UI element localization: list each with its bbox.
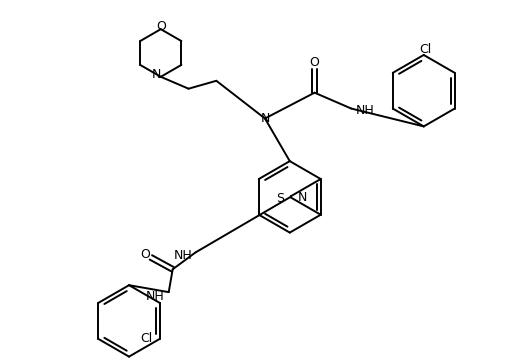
Text: O: O — [309, 57, 319, 69]
Text: Cl: Cl — [419, 42, 432, 55]
Text: S: S — [276, 192, 284, 205]
Text: N: N — [260, 112, 270, 125]
Text: O: O — [156, 20, 166, 33]
Text: NH: NH — [174, 249, 193, 262]
Text: O: O — [140, 248, 150, 261]
Text: N: N — [152, 68, 162, 81]
Text: NH: NH — [146, 289, 165, 303]
Text: Cl: Cl — [140, 332, 152, 345]
Text: NH: NH — [355, 104, 374, 117]
Text: N: N — [297, 191, 307, 204]
